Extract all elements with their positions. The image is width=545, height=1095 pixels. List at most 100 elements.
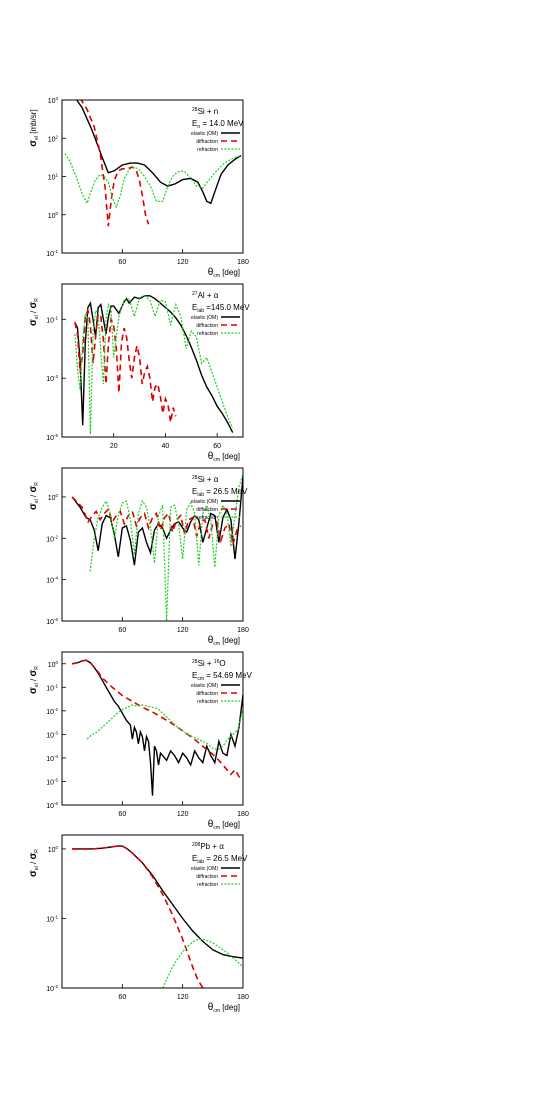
- series-refraction: [162, 938, 243, 988]
- y-tick-exp: -4: [54, 576, 58, 581]
- y-tick-label: 100: [48, 845, 59, 854]
- y-tick-label: 10-1: [46, 683, 58, 692]
- y-label-sub: el: [34, 136, 40, 140]
- y-tick-base: 10: [46, 317, 54, 324]
- y-tick-exp: 0: [55, 211, 58, 216]
- x-label-unit: [deg]: [220, 636, 240, 645]
- energy-value: =145.0 MeV: [204, 303, 250, 312]
- series-elastic: [71, 476, 243, 566]
- x-tick-label: 180: [237, 259, 249, 266]
- reaction-mass2: 16: [214, 659, 220, 665]
- y-tick-label: 100: [48, 211, 59, 220]
- y-tick-exp: -2: [54, 534, 58, 539]
- reaction-main: Pb + α: [200, 842, 224, 851]
- legend-label: refraction: [197, 882, 218, 888]
- series-elastic: [71, 659, 243, 796]
- y-label-symbol: σ: [28, 503, 39, 510]
- y-tick-label: 10-5: [46, 433, 58, 442]
- reaction-mass: 28: [192, 659, 198, 665]
- x-tick-label: 180: [237, 994, 249, 1001]
- y-tick-label: 10-2: [46, 707, 58, 716]
- reaction-label: 27Al + α: [192, 291, 219, 300]
- reaction-label: 28Si + 16O: [192, 659, 226, 668]
- y-tick-base: 10: [48, 847, 56, 854]
- y-tick-base: 10: [46, 916, 54, 923]
- x-tick-label: 120: [177, 627, 189, 634]
- y-label-slash: /: [29, 860, 38, 867]
- y-label-slash: /: [29, 677, 38, 684]
- y-axis-label: σel [mb/sr]: [28, 109, 40, 146]
- y-tick-base: 10: [48, 98, 56, 105]
- y-tick-exp: -3: [54, 374, 58, 379]
- legend-label: elastic (OM): [191, 866, 218, 872]
- y-label-sub2: R: [34, 298, 40, 302]
- y-tick-base: 10: [46, 732, 54, 739]
- y-label-unit: [mb/sr]: [29, 109, 38, 136]
- y-axis-label: σel / σR: [28, 298, 40, 326]
- reaction-main2: O: [219, 659, 225, 668]
- y-tick-label: 10-1: [46, 249, 58, 258]
- energy-label: Elab = 26.5 MeV: [192, 854, 248, 865]
- legend-label: diffraction: [196, 874, 218, 880]
- energy-sub: lab: [197, 492, 204, 498]
- y-tick-label: 100: [48, 493, 59, 502]
- energy-value: = 54.69 MeV: [204, 671, 252, 680]
- legend-label: diffraction: [196, 507, 218, 513]
- y-label-symbol: σ: [28, 319, 39, 326]
- energy-symbol: E: [192, 303, 197, 312]
- x-tick-label: 20: [110, 443, 118, 450]
- x-tick-label: 120: [177, 994, 189, 1001]
- energy-symbol: E: [192, 119, 197, 128]
- reaction-label: 28Si + α: [192, 475, 219, 484]
- x-tick-label: 120: [177, 259, 189, 266]
- energy-sub: lab: [197, 859, 204, 865]
- y-tick-base: 10: [46, 986, 54, 993]
- y-tick-exp: -3: [54, 730, 58, 735]
- energy-value: = 14.0 MeV: [200, 119, 244, 128]
- series-diffraction: [71, 659, 243, 780]
- reaction-main: Si + α: [198, 475, 219, 484]
- y-tick-exp: -5: [54, 777, 58, 782]
- y-tick-label: 103: [48, 96, 59, 105]
- y-label-symbol2: σ: [28, 302, 39, 309]
- y-tick-base: 10: [46, 779, 54, 786]
- x-label-sub: cm: [213, 273, 220, 279]
- legend-label: diffraction: [196, 139, 218, 145]
- y-label-sub: el: [34, 315, 40, 319]
- y-tick-base: 10: [46, 536, 54, 543]
- y-tick-exp: -1: [54, 249, 58, 254]
- y-tick-label: 10-6: [46, 617, 58, 626]
- x-tick-label: 60: [213, 443, 221, 450]
- x-label-sub: cm: [213, 1008, 220, 1014]
- legend-label: refraction: [197, 515, 218, 521]
- y-label-symbol: σ: [28, 687, 39, 694]
- y-label-sub2: R: [34, 482, 40, 486]
- y-label-sub: el: [34, 866, 40, 870]
- y-label-symbol2: σ: [28, 853, 39, 860]
- reaction-main: Al + α: [198, 291, 219, 300]
- plot-frame: [61, 467, 244, 622]
- energy-value: = 26.5 MeV: [204, 854, 248, 863]
- y-tick-exp: -2: [54, 707, 58, 712]
- legend-label: diffraction: [196, 323, 218, 329]
- plot-frame: [61, 283, 244, 438]
- y-tick-base: 10: [48, 175, 56, 182]
- y-tick-label: 102: [48, 134, 59, 143]
- series-diffraction: [80, 100, 150, 227]
- x-label-sub: cm: [213, 641, 220, 647]
- reaction-mass: 27: [192, 291, 198, 297]
- reaction-main: Si +: [198, 659, 214, 668]
- y-label-sub2: R: [34, 666, 40, 670]
- x-label-sub: cm: [213, 457, 220, 463]
- y-tick-label: 10-3: [46, 374, 58, 383]
- y-tick-base: 10: [46, 709, 54, 716]
- y-tick-label: 101: [48, 173, 59, 182]
- y-label-slash: /: [29, 309, 38, 316]
- x-axis-label: θcm [deg]: [208, 1002, 240, 1014]
- y-tick-exp: -4: [54, 754, 58, 759]
- y-label-symbol: σ: [28, 870, 39, 877]
- y-tick-exp: -1: [54, 683, 58, 688]
